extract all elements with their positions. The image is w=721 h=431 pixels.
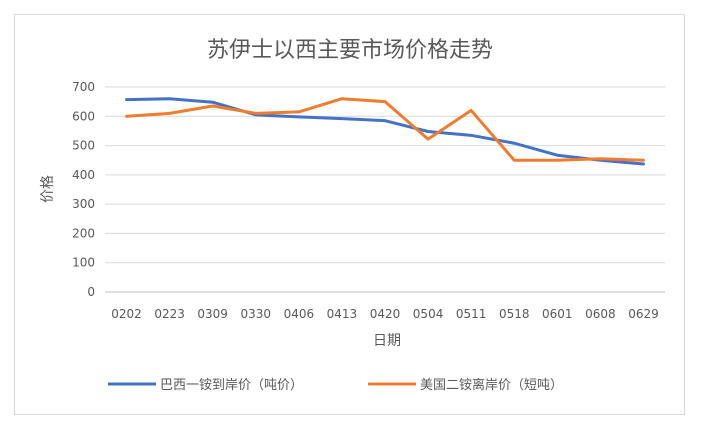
chart-frame: 苏伊士以西主要市场价格走势 0 100 200 300 400 500 600 700 020… xyxy=(14,14,685,415)
y-tick-label: 600 xyxy=(72,109,95,123)
x-axis-label: 日期 xyxy=(373,333,401,349)
x-tick-label: 0223 xyxy=(154,307,185,321)
y-tick-label: 200 xyxy=(72,226,95,240)
x-tick-label: 0330 xyxy=(240,307,271,321)
x-tick-label: 0504 xyxy=(413,307,444,321)
x-tick-label: 0608 xyxy=(585,307,616,321)
x-tick-label: 0406 xyxy=(284,307,315,321)
x-tick-label: 0413 xyxy=(327,307,358,321)
x-tick-label: 0309 xyxy=(197,307,228,321)
y-tick-label: 500 xyxy=(72,139,95,153)
x-tick-label: 0518 xyxy=(499,307,530,321)
x-tick-label: 0420 xyxy=(370,307,401,321)
y-tick-label: 300 xyxy=(72,197,95,211)
x-tick-label: 0629 xyxy=(628,307,659,321)
line-chart: 苏伊士以西主要市场价格走势 0 100 200 300 400 500 600 700 020… xyxy=(40,38,665,393)
legend-label-2: 美国二铵离岸价（短吨） xyxy=(420,377,563,393)
y-tick-label: 0 xyxy=(87,285,95,299)
chart-title: 苏伊士以西主要市场价格走势 xyxy=(207,38,493,63)
x-tick-label: 0202 xyxy=(111,307,142,321)
y-tick-label: 700 xyxy=(72,80,95,94)
series-line-2 xyxy=(125,97,645,162)
series-line-1 xyxy=(125,97,645,166)
legend-label-1: 巴西一铵到岸价（吨价） xyxy=(160,378,303,393)
x-tick-label: 0601 xyxy=(542,307,573,321)
x-tick-label: 0511 xyxy=(456,307,487,321)
y-axis-label: 价格 xyxy=(40,175,56,203)
y-tick-label: 100 xyxy=(72,256,95,270)
y-tick-label: 400 xyxy=(72,168,95,182)
